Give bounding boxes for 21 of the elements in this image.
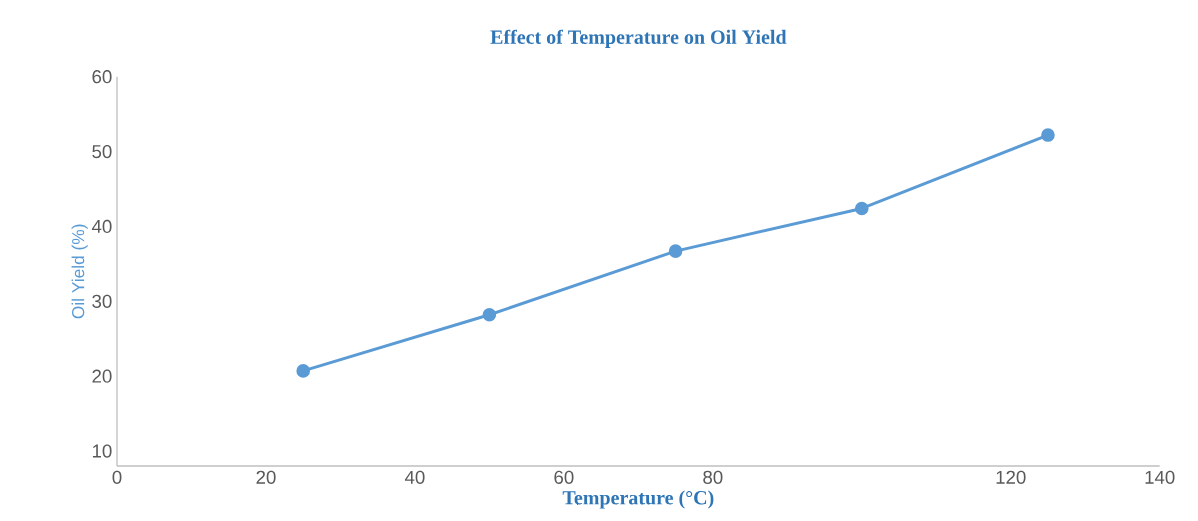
x-tick-label: 120 (996, 470, 1026, 484)
x-tick-label: 80 (703, 470, 723, 484)
x-axis-title: Temperature (°C) (562, 490, 714, 509)
x-tick-label: 0 (112, 470, 122, 484)
y-tick-label: 30 (92, 294, 112, 308)
point (296, 364, 310, 378)
y-axis-title: Oil Yield (%) (71, 224, 88, 319)
x-tick-label: 20 (256, 470, 276, 484)
x-tick-label: 60 (554, 470, 574, 484)
point (482, 307, 497, 322)
point (854, 201, 869, 216)
x-tick-label: 140 (1145, 470, 1175, 484)
y-tick-label: 60 (92, 70, 112, 84)
x-tick-label: 40 (404, 470, 425, 484)
point (1041, 128, 1055, 142)
point (668, 244, 683, 258)
chart-title: Effect of Temperature on Oil Yield (490, 29, 787, 48)
y-tick-label: 10 (92, 444, 112, 458)
y-tick-label: 40 (91, 219, 112, 234)
y-tick-label: 20 (92, 369, 112, 383)
y-tick-label: 50 (92, 144, 112, 159)
